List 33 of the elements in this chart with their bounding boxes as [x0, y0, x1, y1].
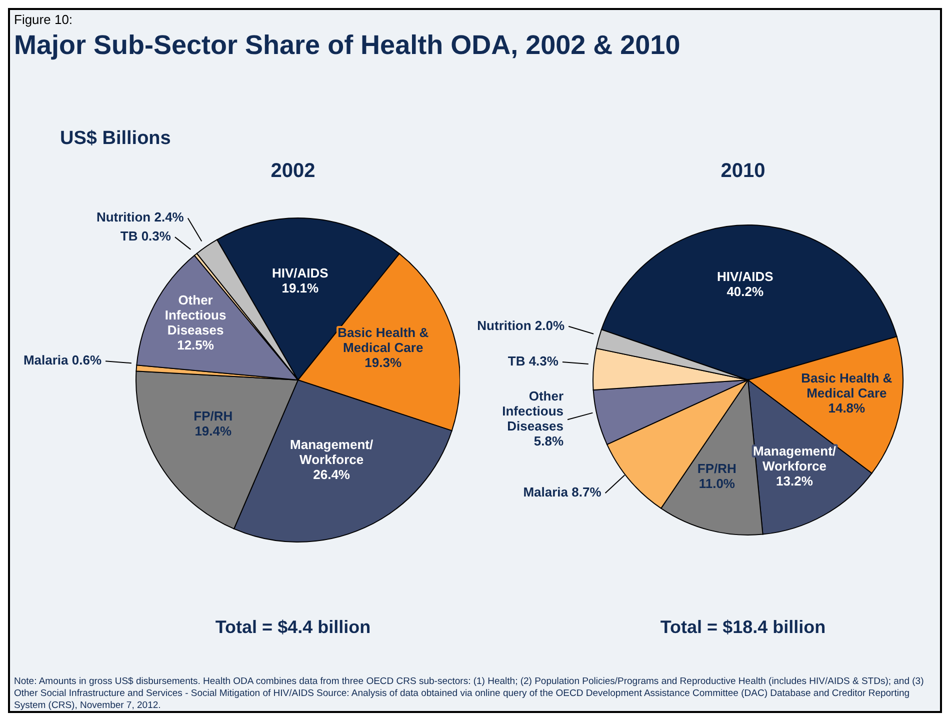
caption: Figure 10:: [14, 12, 73, 27]
data-label: 12.5%: [177, 338, 214, 353]
data-label: 40.2%: [726, 284, 764, 300]
data-label: 19.3%: [364, 354, 402, 370]
slice-label: Nutrition 2.0%: [477, 318, 565, 333]
slice-label: TB 0.3%: [120, 228, 172, 244]
slice-label: Other Infectious Diseases: [502, 388, 564, 434]
slice-label: HIV/AIDS: [272, 265, 329, 280]
slice-label: TB 4.3%: [508, 354, 559, 369]
text: US$ Billions: [60, 128, 171, 150]
slice-label: Basic Health & Medical Care: [801, 370, 892, 400]
slice-label: Nutrition 2.4%: [96, 210, 184, 225]
slice-label: Malaria 0.6%: [23, 352, 102, 368]
data-label: 5.8%: [534, 434, 564, 449]
slice-label: FP/RH: [697, 461, 736, 476]
text: Total = $18.4 billion: [659, 617, 827, 638]
data-label: 26.4%: [313, 467, 350, 482]
data-label: 11.0%: [698, 476, 736, 492]
text: Major Sub-Sector Share of Health ODA, 2002 & 2010: [14, 30, 680, 61]
text: Note: Amounts in gross US$ disbursements. Health ODA combines data from three OECD CRS sub-sectors: (1) Health; (2) Population Policies/Programs and Reproductive Health (includes HIV/AIDS & STDs); and (3) Other Social Infrastructure and Services - Social Mitigation of HIV/AIDS Source: Analysis of data obtained via online query of the OECD Development Assistance Committee (DAC) Database and Creditor Reporting System (CRS), November 7, 2012.: [14, 676, 925, 712]
data-label: 13.2%: [776, 473, 814, 488]
chart-title: 2010: [720, 160, 766, 183]
slice-label: Other Infectious Diseases: [164, 292, 226, 338]
data-label: 19.4%: [194, 424, 232, 439]
slice-label: Management/ Workforce: [290, 437, 374, 468]
slice-label: HIV/AIDS: [716, 269, 774, 284]
slice-label: Basic Health & Medical Care: [338, 324, 429, 355]
data-label: 14.8%: [828, 400, 866, 416]
text: Total = $4.4 billion: [214, 617, 372, 638]
slice-label: FP/RH: [194, 408, 233, 424]
data-label: 19.1%: [282, 280, 320, 296]
slice-label: Malaria 8.7%: [523, 484, 602, 500]
chart-title: 2002: [270, 160, 316, 183]
